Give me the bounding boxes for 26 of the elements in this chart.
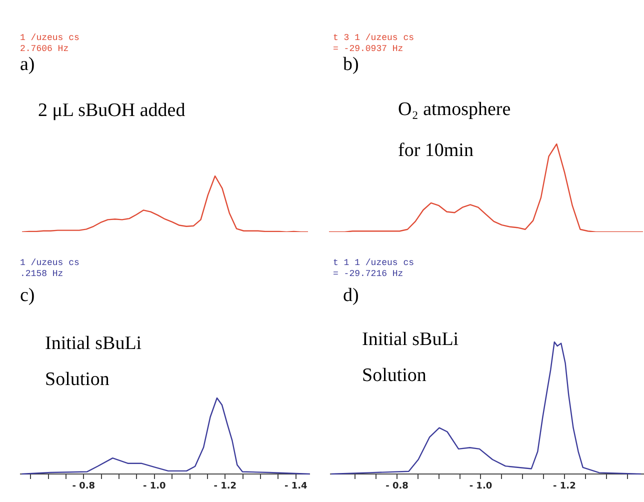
- x-tick-label: - 1.0: [469, 482, 492, 492]
- text: 1 /uzeus cs: [20, 33, 80, 44]
- text: O₂ atmosphere: [398, 99, 511, 121]
- chart-title: d): [343, 285, 359, 306]
- x-tick-label: - 1.0: [142, 482, 166, 492]
- x-tick-label: - 0.8: [72, 482, 96, 492]
- text: Solution: [45, 369, 110, 391]
- x-tick-label: - 0.8: [386, 482, 408, 492]
- annotation: for 10min: [398, 140, 474, 162]
- chart-title: b): [343, 54, 359, 75]
- x-tick-label: - 1.2: [214, 482, 237, 492]
- text: = -29.0937 Hz: [333, 44, 404, 55]
- text: t 1 1 /uzeus cs: [333, 258, 414, 269]
- chart-title: c): [20, 285, 35, 306]
- text: 2.7606 Hz: [20, 44, 69, 55]
- text: 2 μL sBuOH added: [38, 100, 186, 122]
- annotation: Initial sBuLi: [362, 329, 459, 351]
- x-tick-label: - 1.2: [553, 482, 576, 492]
- text: t 3 1 /uzeus cs: [333, 33, 414, 44]
- text: .2158 Hz: [20, 269, 64, 280]
- text: = -29.7216 Hz: [333, 269, 404, 280]
- chart-title: a): [20, 54, 35, 75]
- x-tick-label: - 1.4: [284, 482, 308, 492]
- annotation: Solution: [362, 365, 426, 387]
- text: Initial sBuLi: [45, 333, 142, 355]
- text: 1 /uzeus cs: [20, 258, 80, 269]
